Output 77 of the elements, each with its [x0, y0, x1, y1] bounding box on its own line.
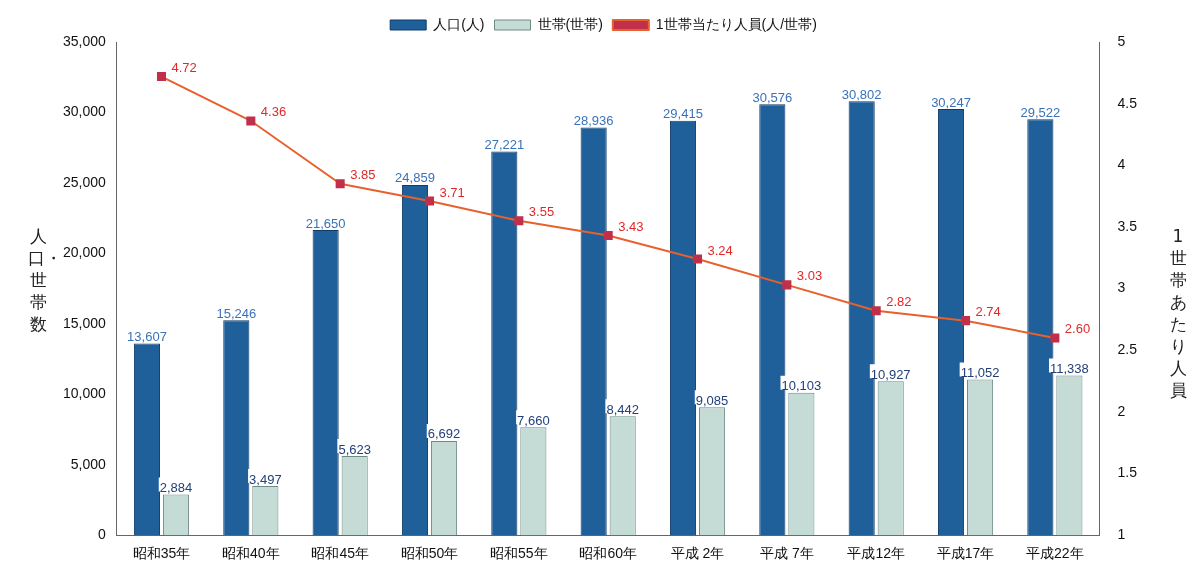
data-label: 2.74 — [975, 304, 1001, 320]
legend-label: 世帯(世帯) — [537, 15, 603, 32]
point — [1050, 333, 1060, 343]
y2-axis-title: 1世帯あたり人員 — [1168, 225, 1188, 401]
y2-tick-label: 2.5 — [1117, 341, 1138, 358]
data-label: 11,338 — [1049, 361, 1089, 377]
data-label: 21,650 — [305, 215, 346, 231]
data-label: 13,607 — [127, 329, 167, 345]
x-tick-label: 平成 2年 — [670, 545, 725, 562]
data-label: 3,497 — [249, 471, 282, 487]
y-axis-title: 人口・世帯数 — [28, 225, 62, 335]
data-label: 29,522 — [1020, 104, 1061, 120]
y-tick-label: 25,000 — [62, 173, 107, 190]
data-label: 5,623 — [338, 441, 371, 457]
y2-tick-label: 3 — [1117, 279, 1126, 296]
x-tick-label: 昭和40年 — [222, 545, 280, 562]
y2-tick-label: 2 — [1117, 402, 1126, 419]
point — [156, 71, 167, 82]
data-label: 8,442 — [606, 401, 639, 417]
point — [514, 216, 524, 226]
data-label: 11,052 — [960, 365, 1000, 381]
data-label: 28,936 — [573, 113, 614, 129]
y2-tick-label: 4 — [1117, 156, 1126, 173]
data-label: 2.60 — [1064, 321, 1091, 337]
data-label: 2.82 — [886, 294, 912, 310]
data-label: 29,415 — [663, 106, 703, 122]
y-tick-label: 0 — [98, 526, 107, 543]
x-tick-label: 昭和45年 — [311, 545, 369, 562]
y2-tick-label: 3.5 — [1117, 217, 1138, 234]
y2-tick-label: 1 — [1117, 526, 1126, 543]
legend-label: 1世帯当たり人員(人/世帯) — [655, 15, 817, 32]
data-label: 2,884 — [159, 480, 193, 496]
x-tick-label: 平成17年 — [936, 545, 995, 562]
data-label: 3.55 — [528, 204, 555, 220]
data-label: 24,859 — [395, 170, 435, 186]
data-label: 30,576 — [752, 89, 793, 105]
y-tick-label: 30,000 — [62, 103, 107, 120]
point — [335, 179, 345, 189]
data-label: 27,221 — [484, 137, 525, 153]
y-tick-label: 10,000 — [62, 385, 107, 402]
data-label: 15,246 — [216, 305, 257, 321]
data-label: 9,085 — [695, 392, 729, 408]
point — [424, 196, 435, 206]
data-label: 3.71 — [439, 184, 465, 200]
data-label: 3.43 — [618, 219, 644, 235]
x-tick-label: 昭和55年 — [490, 545, 548, 562]
x-tick-label: 昭和60年 — [579, 545, 637, 562]
data-label: 10,103 — [781, 378, 822, 394]
data-label: 3.03 — [796, 268, 823, 284]
x-tick-label: 平成12年 — [847, 545, 905, 562]
point — [871, 306, 881, 316]
y2-tick-label: 1.5 — [1117, 464, 1138, 481]
data-label: 7,660 — [517, 412, 550, 428]
data-label: 4.72 — [171, 60, 197, 76]
point — [782, 280, 792, 290]
data-label: 30,802 — [841, 86, 882, 102]
point — [961, 316, 971, 326]
x-tick-label: 昭和50年 — [400, 545, 459, 562]
x-tick-label: 平成22年 — [1026, 545, 1084, 562]
data-label: 4.36 — [260, 104, 287, 120]
data-label: 3.24 — [707, 242, 733, 258]
data-label: 6,692 — [427, 426, 461, 442]
y2-tick-label: 5 — [1117, 32, 1126, 49]
data-label: 10,927 — [870, 366, 911, 382]
point — [603, 231, 613, 241]
data-label: 3.85 — [350, 167, 376, 183]
data-label: 30,247 — [931, 94, 971, 110]
point — [692, 254, 703, 264]
y-tick-label: 5,000 — [70, 455, 107, 472]
x-tick-label: 昭和35年 — [132, 545, 191, 562]
y-tick-label: 15,000 — [62, 314, 107, 331]
y2-tick-label: 4.5 — [1117, 94, 1138, 111]
point — [246, 116, 256, 126]
y-tick-label: 35,000 — [62, 32, 107, 49]
legend-label: 人口(人) — [433, 15, 485, 32]
x-tick-label: 平成 7年 — [760, 545, 814, 562]
y-tick-label: 20,000 — [62, 244, 107, 261]
